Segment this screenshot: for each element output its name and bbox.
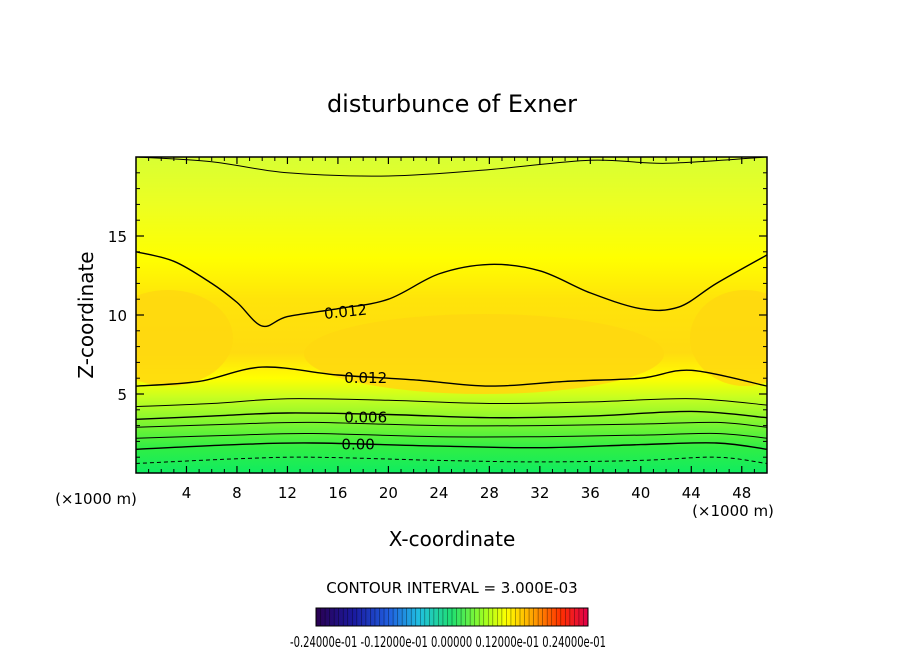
colorbar-labels: -0.24000e-01 -0.12000e-01 0.00000 0.1200… xyxy=(290,633,606,651)
x-tick-label: 20 xyxy=(379,484,398,502)
y-tick-label: 10 xyxy=(108,307,127,325)
contour-line xyxy=(136,366,767,387)
x-tick-label: 32 xyxy=(530,484,549,502)
field-core-right xyxy=(690,290,767,386)
contour-line xyxy=(136,442,767,450)
contour-labels: 0.012 0.012 0.006 0.00 xyxy=(323,301,387,454)
contour-line xyxy=(136,421,767,428)
x-unit-left: (×1000 m) xyxy=(55,490,137,508)
x-tick-label: 36 xyxy=(581,484,600,502)
contour-line xyxy=(136,456,767,464)
contour-line xyxy=(136,157,767,177)
y-axis-ticks: 5 10 15 xyxy=(108,172,767,458)
x-axis-ticks: 4 8 12 16 20 24 28 32 36 40 44 48 xyxy=(148,157,755,502)
plot-area: 0.012 0.012 0.006 0.00 xyxy=(136,157,767,473)
x-tick-label: 44 xyxy=(682,484,701,502)
chart-title: disturbunce of Exner xyxy=(327,90,577,118)
x-axis-label: X-coordinate xyxy=(389,527,516,551)
contour-line xyxy=(136,432,767,439)
y-tick-label: 15 xyxy=(108,228,127,246)
contour-line xyxy=(136,398,767,408)
x-tick-label: 28 xyxy=(480,484,499,502)
contour-label: 0.012 xyxy=(323,301,368,323)
x-tick-label: 16 xyxy=(328,484,347,502)
x-tick-label: 4 xyxy=(182,484,192,502)
field-core-center xyxy=(304,314,664,394)
field-core-left xyxy=(136,290,233,386)
x-tick-label: 40 xyxy=(631,484,650,502)
contour-label: 0.00 xyxy=(341,436,374,454)
colorbar xyxy=(315,607,589,627)
contour-label: 0.006 xyxy=(344,409,387,427)
x-tick-label: 24 xyxy=(429,484,448,502)
colorbar-frame xyxy=(315,607,589,627)
y-tick-label: 5 xyxy=(117,386,127,404)
contour-interval: CONTOUR INTERVAL = 3.000E-03 xyxy=(326,579,577,597)
y-axis-label: Z-coordinate xyxy=(74,251,98,378)
colorbar-levels xyxy=(320,608,584,626)
x-tick-label: 8 xyxy=(232,484,242,502)
x-tick-label: 48 xyxy=(732,484,751,502)
contour-line xyxy=(136,251,767,328)
contour-line xyxy=(136,410,767,420)
contour-label: 0.012 xyxy=(344,369,387,387)
x-unit-right: (×1000 m) xyxy=(692,502,774,520)
contour-lines xyxy=(136,157,767,464)
x-tick-label: 12 xyxy=(278,484,297,502)
